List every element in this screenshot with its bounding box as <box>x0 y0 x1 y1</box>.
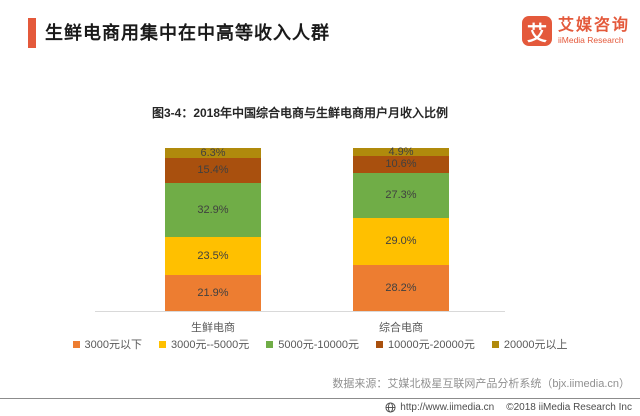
iimedia-logo: 艾 艾媒咨询 iiMedia Research <box>521 16 630 46</box>
chart-title: 图3-4：2018年中国综合电商与生鲜电商用户月收入比例 <box>151 106 449 120</box>
globe-icon <box>385 402 396 413</box>
footer-url[interactable]: http://www.iimedia.cn <box>400 402 495 413</box>
title-accent-bar <box>28 18 36 48</box>
legend-swatch <box>72 340 80 348</box>
data-source-note: 数据来源：艾媒北极星互联网产品分析系统（bjx.iimedia.cn） <box>332 378 630 390</box>
bar-segment: 4.9% <box>353 145 449 158</box>
category-label: 生鲜电商 <box>191 322 235 334</box>
bar-segment-label: 15.4% <box>197 164 229 177</box>
legend-item: 5000元-10000元 <box>266 336 359 352</box>
bar-segment: 29.0% <box>353 217 449 266</box>
bar-segment-label: 29.0% <box>385 234 417 247</box>
legend-item: 20000元以上 <box>491 336 568 352</box>
bar-segment: 28.2% <box>353 265 449 311</box>
legend-swatch <box>491 340 499 348</box>
legend-item: 3000元--5000元 <box>159 336 249 352</box>
chart-legend: 3000元以下 3000元--5000元 5000元-10000元 10000元-20… <box>0 336 640 352</box>
page-footer: http://www.iimedia.cn ©2018 iiMedia Rese… <box>0 398 640 416</box>
bar-segment: 10.6% <box>353 156 449 174</box>
legend-swatch <box>159 340 167 348</box>
legend-label: 3000元--5000元 <box>171 339 250 351</box>
legend-label: 5000元-10000元 <box>278 339 360 351</box>
bar-segment-label: 4.9% <box>388 145 414 158</box>
bar-segment-label: 27.3% <box>385 189 417 202</box>
legend-label: 3000元以下 <box>84 339 143 351</box>
logo-name-en: iiMedia Research <box>557 35 624 45</box>
legend-label: 10000元-20000元 <box>388 339 475 351</box>
bar-segment: 27.3% <box>353 173 449 218</box>
category-label: 综合电商 <box>379 322 423 334</box>
bar-segment: 6.3% <box>165 146 261 159</box>
footer-url-wrap: http://www.iimedia.cn <box>385 402 494 413</box>
logo-name-cn: 艾媒咨询 <box>557 17 630 34</box>
bar-segment-label: 23.5% <box>197 249 229 262</box>
bar-生鲜电商: 6.3% 15.4% 32.9% 23.5% 21.9% 生鲜电商 <box>165 146 261 334</box>
legend-swatch <box>266 340 274 348</box>
bar-segment-label: 28.2% <box>385 281 417 294</box>
legend-item: 10000元-20000元 <box>376 336 475 352</box>
page-title: 生鲜电商用集中在中高等收入人群 <box>45 23 330 43</box>
bar-综合电商: 4.9% 10.6% 27.3% 29.0% 28.2% 综合电商 <box>353 145 449 334</box>
bar-segment: 23.5% <box>165 237 261 276</box>
footer-copyright: ©2018 iiMedia Research Inc <box>506 402 632 413</box>
legend-swatch <box>376 340 384 348</box>
legend-label: 20000元以上 <box>503 339 568 351</box>
iimedia-logo-icon: 艾 <box>521 16 552 46</box>
report-header: 生鲜电商用集中在中高等收入人群 <box>28 18 330 48</box>
bar-segment: 32.9% <box>165 183 261 238</box>
bar-segment: 15.4% <box>165 158 261 184</box>
bar-segment: 21.9% <box>165 275 261 311</box>
bar-segment-label: 21.9% <box>197 286 229 299</box>
bar-segment-label: 32.9% <box>197 203 229 216</box>
plot-area: 6.3% 15.4% 32.9% 23.5% 21.9% 生鲜电商 4.9% 10.6% 27.… <box>95 145 505 334</box>
legend-item: 3000元以下 <box>72 336 143 352</box>
iimedia-logo-text: 艾媒咨询 iiMedia Research <box>558 17 630 45</box>
bar-segment-label: 6.3% <box>200 146 226 159</box>
bar-segment-label: 10.6% <box>385 158 417 171</box>
